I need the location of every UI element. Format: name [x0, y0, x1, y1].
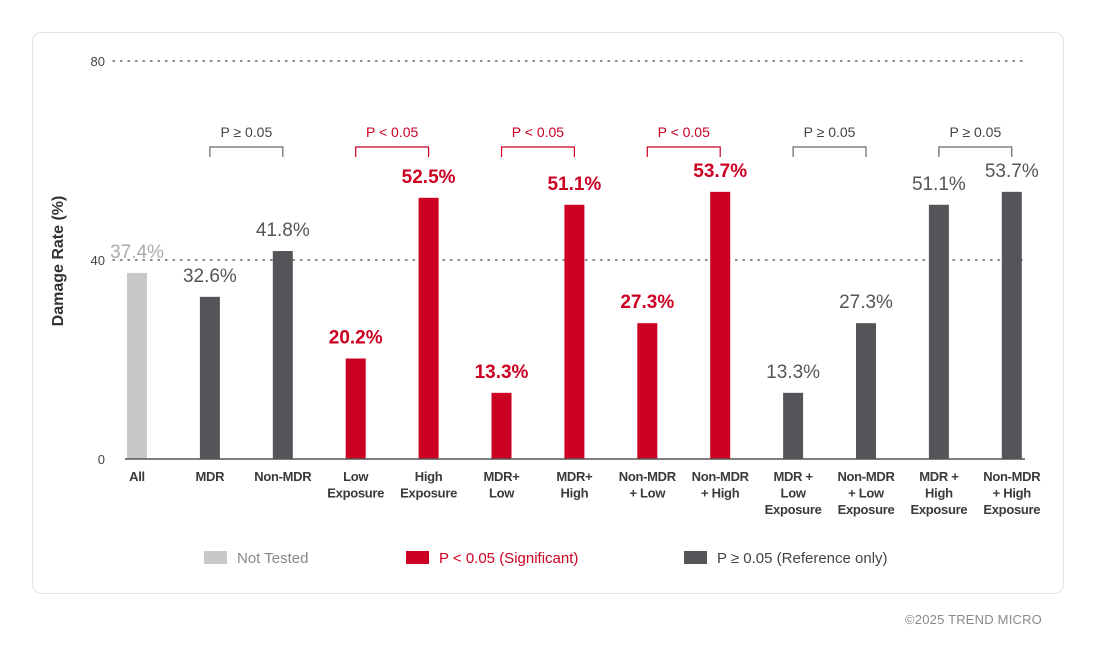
- x-tick-label: + Low: [848, 486, 885, 501]
- y-tick-label: 40: [91, 253, 105, 268]
- x-tick-label: + High: [701, 486, 740, 501]
- legend-swatch: [406, 551, 429, 564]
- data-label: 27.3%: [839, 292, 893, 313]
- x-tick-label: Exposure: [327, 486, 384, 501]
- legend-label: P ≥ 0.05 (Reference only): [717, 550, 888, 567]
- x-tick-label: Non-MDR: [983, 469, 1041, 484]
- comparison-bracket: [500, 146, 575, 157]
- x-tick-label: Exposure: [983, 502, 1040, 517]
- y-tick-label: 0: [98, 452, 105, 467]
- legend-swatch: [684, 551, 707, 564]
- data-label: 37.4%: [110, 242, 164, 263]
- bar: [1001, 191, 1022, 459]
- x-tick-label: + Low: [629, 486, 666, 501]
- data-label: 13.3%: [475, 362, 529, 383]
- y-axis-label: Damage Rate (%): [50, 196, 67, 327]
- x-tick-label: Non-MDR: [254, 469, 312, 484]
- x-tick-label: Low: [781, 486, 807, 501]
- x-tick-label: Low: [343, 469, 369, 484]
- data-label: 51.1%: [912, 174, 966, 195]
- bar: [564, 204, 585, 459]
- copyright-text: ©2025 TREND MICRO: [905, 612, 1042, 627]
- data-label: 41.8%: [256, 220, 310, 241]
- x-tick-label: MDR+: [556, 469, 593, 484]
- bar: [783, 392, 804, 459]
- bar: [127, 272, 147, 459]
- x-tick-label: MDR +: [919, 469, 959, 484]
- x-tick-label: All: [129, 469, 145, 484]
- comparison-bracket: [209, 146, 284, 157]
- data-label: 27.3%: [620, 292, 674, 313]
- comparison-bracket: [355, 146, 430, 157]
- bar: [928, 204, 949, 459]
- bar: [491, 392, 512, 459]
- comparison-label: P ≥ 0.05: [804, 124, 856, 140]
- comparison-label: P ≥ 0.05: [949, 124, 1001, 140]
- bar: [272, 251, 293, 459]
- x-tick-label: + High: [993, 486, 1032, 501]
- comparison-label: P < 0.05: [366, 124, 419, 140]
- comparison-label: P < 0.05: [658, 124, 711, 140]
- x-tick-label: Exposure: [838, 502, 895, 517]
- legend-label: P < 0.05 (Significant): [439, 550, 578, 567]
- x-tick-label: MDR+: [484, 469, 521, 484]
- x-tick-label: Exposure: [910, 502, 967, 517]
- bar-chart: 0 40 80 Damage Rate (%) 37.4% All 32.6% MDR 41.8…: [50, 54, 1042, 567]
- data-label: 20.2%: [329, 328, 383, 349]
- bar: [856, 323, 876, 459]
- data-label: 32.6%: [183, 266, 237, 287]
- data-label: 53.7%: [693, 161, 747, 182]
- bar: [710, 191, 731, 459]
- x-tick-label: MDR +: [773, 469, 813, 484]
- chart-card: 0 40 80 Damage Rate (%) 37.4% All 32.6% MDR 41.8…: [32, 32, 1064, 594]
- x-tick-label: Exposure: [765, 502, 822, 517]
- x-tick-label: High: [415, 469, 443, 484]
- x-tick-label: Low: [489, 486, 515, 501]
- comparison-label: P ≥ 0.05: [220, 124, 272, 140]
- x-tick-label: Non-MDR: [619, 469, 677, 484]
- comparison-bracket: [646, 146, 721, 157]
- bar: [199, 296, 220, 459]
- bar: [345, 358, 366, 459]
- bar: [637, 323, 658, 459]
- legend-label: Not Tested: [237, 550, 308, 567]
- y-tick-label: 80: [91, 54, 105, 69]
- data-label: 52.5%: [402, 167, 456, 188]
- x-tick-label: Exposure: [400, 486, 457, 501]
- x-tick-label: Non-MDR: [692, 469, 750, 484]
- data-label: 53.7%: [985, 161, 1039, 182]
- x-tick-label: Non-MDR: [837, 469, 895, 484]
- data-label: 13.3%: [766, 362, 820, 383]
- legend-swatch: [204, 551, 227, 564]
- x-tick-label: High: [561, 486, 589, 501]
- x-tick-label: MDR: [196, 469, 226, 484]
- comparison-bracket: [792, 146, 867, 157]
- bar: [418, 197, 439, 459]
- data-label: 51.1%: [547, 174, 601, 195]
- x-tick-label: High: [925, 486, 953, 501]
- comparison-label: P < 0.05: [512, 124, 565, 140]
- comparison-bracket: [938, 146, 1013, 157]
